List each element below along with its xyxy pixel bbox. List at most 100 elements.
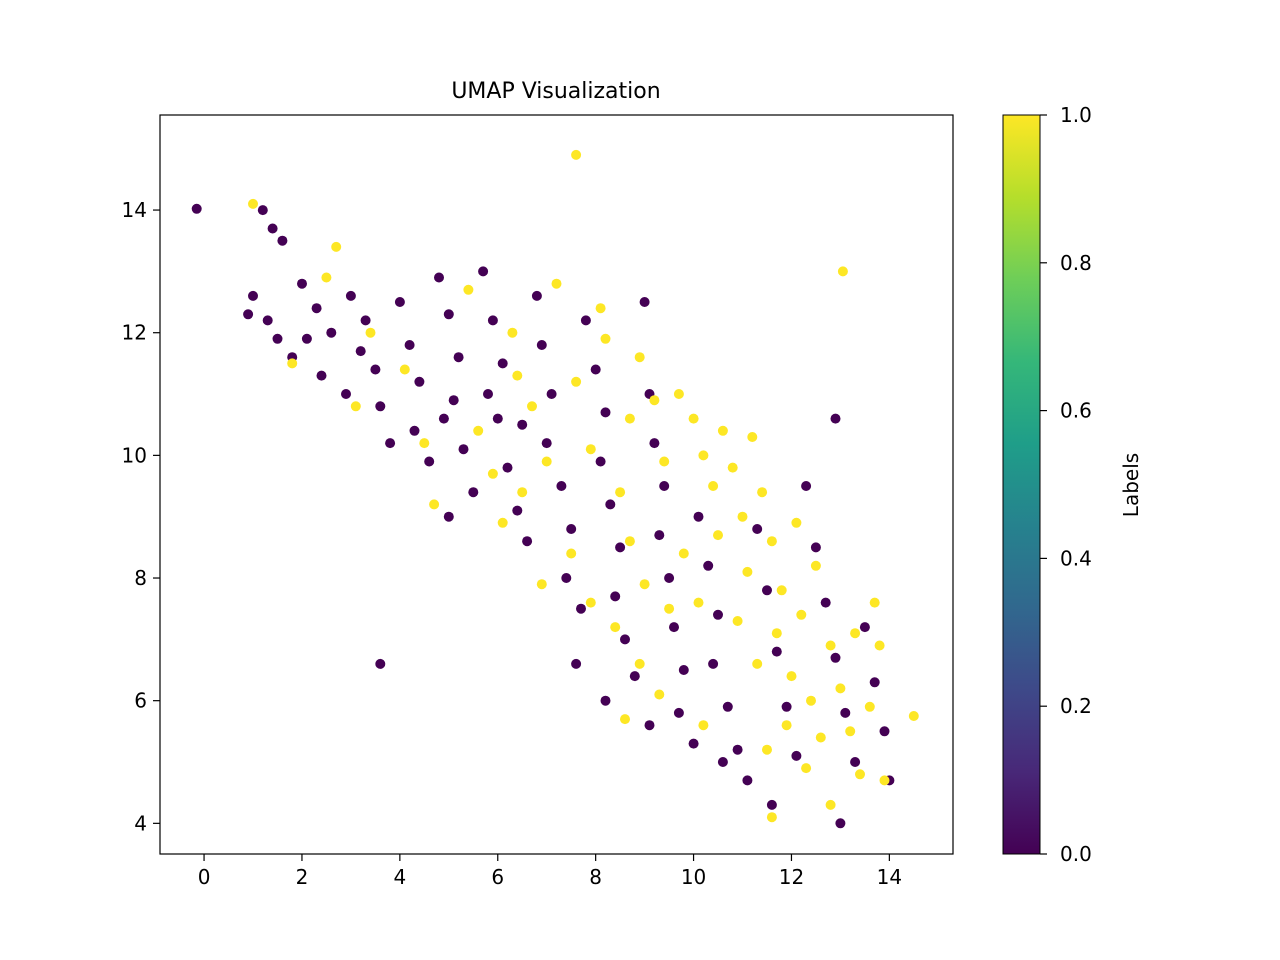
scatter-point-label-0	[835, 818, 846, 829]
scatter-point-label-0	[840, 707, 851, 718]
scatter-point-label-0	[443, 511, 454, 522]
scatter-point-label-0	[375, 401, 386, 412]
scatter-point-label-1	[752, 658, 763, 669]
scatter-point-label-1	[551, 278, 562, 289]
x-tick-label: 10	[681, 865, 706, 889]
scatter-point-label-1	[595, 303, 606, 314]
scatter-point-label-0	[801, 481, 812, 491]
scatter-point-label-0	[512, 505, 523, 516]
scatter-point-label-1	[649, 395, 660, 406]
y-axis: 4 6 8 10 12 14	[122, 198, 160, 835]
scatter-point-label-0	[355, 346, 366, 357]
scatter-point-label-0	[404, 340, 415, 350]
colorbar-tick-label: 0.2	[1060, 694, 1092, 718]
colorbar-tick-label: 0.8	[1060, 251, 1092, 275]
x-tick-label: 2	[296, 865, 309, 889]
scatter-point-label-0	[191, 203, 202, 214]
y-tick-label: 12	[122, 321, 147, 345]
scatter-point-label-1	[634, 658, 645, 669]
scatter-point-label-0	[600, 407, 611, 418]
scatter-point-label-0	[664, 573, 675, 583]
scatter-point-label-0	[522, 536, 533, 547]
scatter-point-label-0	[830, 413, 841, 424]
scatter-point-label-1	[473, 425, 484, 436]
scatter-point-label-1	[855, 769, 865, 780]
scatter-point-label-0	[277, 235, 288, 246]
scatter-point-label-1	[698, 720, 709, 731]
scatter-point-label-0	[791, 750, 802, 761]
y-tick-label: 10	[122, 443, 147, 467]
scatter-point-label-1	[654, 689, 665, 700]
scatter-point-label-1	[766, 812, 777, 823]
chart-title: UMAP Visualization	[451, 79, 660, 104]
scatter-point-label-0	[649, 438, 660, 449]
scatter-point-label-0	[434, 272, 444, 283]
scatter-point-label-1	[536, 579, 547, 590]
scatter-point-label-1	[634, 352, 645, 363]
scatter-point-label-0	[546, 389, 557, 399]
scatter-point-label-1	[837, 266, 848, 277]
scatter-point-label-0	[497, 358, 508, 369]
scatter-point-label-1	[727, 462, 738, 473]
scatter-point-label-0	[468, 487, 479, 498]
x-tick-label: 4	[393, 865, 406, 889]
scatter-point-label-0	[713, 609, 723, 620]
colorbar-tick-label: 0.6	[1060, 399, 1092, 423]
scatter-point-label-0	[820, 597, 831, 608]
colorbar-tick-label: 0.4	[1060, 546, 1092, 570]
scatter-point-label-1	[713, 530, 723, 541]
scatter-point-label-0	[766, 799, 777, 810]
scatter-point-label-0	[517, 419, 528, 430]
scatter-point-label-0	[326, 327, 337, 338]
x-tick-label: 12	[779, 865, 804, 889]
scatter-point-label-1	[365, 327, 376, 338]
colorbar-tick-label: 1.0	[1060, 103, 1092, 127]
scatter-point-label-1	[732, 616, 743, 626]
scatter-point-label-1	[771, 628, 782, 639]
scatter-point-label-0	[590, 364, 601, 375]
scatter-point-label-1	[810, 560, 821, 571]
scatter-point-label-0	[781, 701, 792, 712]
x-tick-label: 14	[877, 865, 902, 889]
scatter-point-label-1	[527, 401, 537, 412]
scatter-point-label-0	[629, 671, 640, 682]
scatter-point-label-1	[806, 695, 816, 706]
scatter-point-label-1	[791, 517, 802, 528]
x-tick-label: 0	[198, 865, 211, 889]
scatter-point-label-1	[825, 640, 836, 651]
scatter-point-label-0	[483, 389, 493, 399]
scatter-point-label-1	[869, 597, 880, 608]
scatter-point-label-1	[541, 456, 552, 467]
scatter-points	[191, 149, 919, 829]
scatter-point-label-0	[600, 695, 611, 706]
scatter-point-label-0	[453, 352, 464, 363]
scatter-point-label-0	[752, 524, 763, 534]
scatter-point-label-1	[248, 198, 258, 209]
scatter-point-label-1	[624, 413, 635, 424]
scatter-point-label-0	[678, 665, 689, 675]
scatter-point-label-0	[458, 444, 469, 455]
scatter-point-label-1	[624, 536, 635, 547]
scatter-point-label-1	[879, 775, 890, 786]
scatter-point-label-0	[443, 309, 454, 320]
axes-frame	[159, 114, 954, 855]
scatter-point-label-0	[576, 603, 586, 614]
scatter-point-label-1	[693, 597, 704, 608]
scatter-point-label-0	[424, 456, 435, 467]
scatter-point-label-0	[394, 297, 405, 307]
scatter-point-label-0	[370, 364, 381, 375]
scatter-point-label-1	[610, 622, 621, 633]
scatter-point-label-1	[766, 536, 777, 547]
scatter-point-label-1	[512, 370, 523, 381]
scatter-point-label-1	[762, 744, 772, 755]
scatter-point-label-1	[350, 401, 361, 412]
scatter-point-label-0	[669, 622, 679, 633]
scatter-point-label-0	[531, 290, 542, 301]
scatter-point-label-0	[673, 707, 684, 718]
scatter-point-label-1	[585, 597, 596, 608]
scatter-point-label-1	[825, 799, 836, 810]
scatter-point-label-0	[385, 438, 396, 449]
scatter-point-label-1	[517, 487, 528, 498]
scatter-point-label-0	[580, 315, 591, 326]
scatter-point-label-0	[257, 205, 268, 216]
